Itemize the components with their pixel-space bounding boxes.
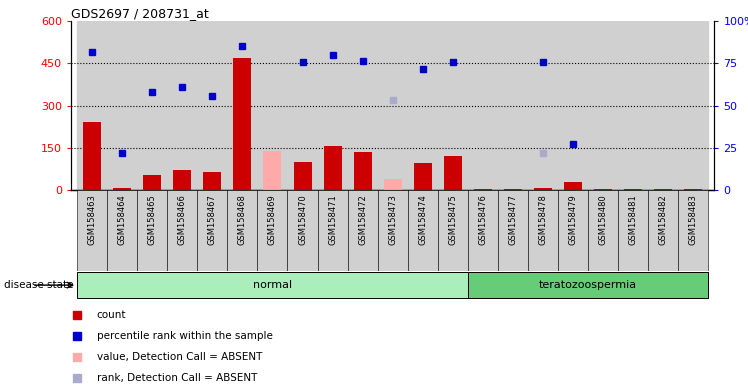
- Bar: [528, 190, 558, 271]
- Text: percentile rank within the sample: percentile rank within the sample: [96, 331, 273, 341]
- Text: rank, Detection Call = ABSENT: rank, Detection Call = ABSENT: [96, 373, 257, 383]
- Bar: [438, 190, 468, 271]
- Bar: [293, 162, 311, 190]
- Bar: [77, 272, 468, 298]
- Bar: [324, 146, 342, 190]
- Text: GSM158468: GSM158468: [238, 194, 247, 245]
- Bar: [318, 21, 348, 190]
- Bar: [354, 152, 372, 190]
- Bar: [528, 21, 558, 190]
- Bar: [468, 190, 498, 271]
- Bar: [263, 151, 281, 190]
- Bar: [257, 21, 287, 190]
- Bar: [498, 21, 528, 190]
- Bar: [678, 21, 708, 190]
- Bar: [414, 163, 432, 190]
- Bar: [378, 190, 408, 271]
- Bar: [287, 190, 318, 271]
- Bar: [468, 21, 498, 190]
- Bar: [618, 190, 649, 271]
- Bar: [444, 156, 462, 190]
- Text: GSM158480: GSM158480: [598, 194, 607, 245]
- Text: GSM158467: GSM158467: [208, 194, 217, 245]
- Text: teratozoospermia: teratozoospermia: [539, 280, 637, 290]
- Text: disease state: disease state: [4, 280, 73, 290]
- Bar: [107, 190, 137, 271]
- Bar: [174, 170, 191, 190]
- Bar: [137, 21, 168, 190]
- Bar: [227, 190, 257, 271]
- Text: GSM158478: GSM158478: [539, 194, 548, 245]
- Text: GSM158472: GSM158472: [358, 194, 367, 245]
- Bar: [378, 21, 408, 190]
- Text: GSM158477: GSM158477: [509, 194, 518, 245]
- Bar: [564, 182, 582, 190]
- Text: GSM158482: GSM158482: [659, 194, 668, 245]
- Bar: [684, 189, 702, 190]
- Bar: [227, 21, 257, 190]
- Text: value, Detection Call = ABSENT: value, Detection Call = ABSENT: [96, 352, 262, 362]
- Text: GSM158470: GSM158470: [298, 194, 307, 245]
- Bar: [257, 190, 287, 271]
- Bar: [408, 190, 438, 271]
- Bar: [594, 189, 612, 190]
- Bar: [168, 190, 197, 271]
- Bar: [504, 189, 522, 190]
- Bar: [113, 188, 131, 190]
- Text: GSM158481: GSM158481: [628, 194, 638, 245]
- Bar: [558, 190, 588, 271]
- Bar: [197, 21, 227, 190]
- Bar: [649, 21, 678, 190]
- Bar: [468, 272, 708, 298]
- Bar: [438, 21, 468, 190]
- Bar: [77, 21, 107, 190]
- Bar: [588, 190, 618, 271]
- Bar: [384, 188, 402, 190]
- Bar: [654, 189, 672, 190]
- Bar: [348, 21, 378, 190]
- Bar: [197, 190, 227, 271]
- Bar: [588, 21, 618, 190]
- Bar: [678, 190, 708, 271]
- Text: GSM158474: GSM158474: [418, 194, 427, 245]
- Bar: [498, 190, 528, 271]
- Text: GSM158463: GSM158463: [88, 194, 96, 245]
- Text: GSM158473: GSM158473: [388, 194, 397, 245]
- Text: GSM158464: GSM158464: [117, 194, 126, 245]
- Bar: [318, 190, 348, 271]
- Bar: [107, 21, 137, 190]
- Bar: [474, 189, 492, 190]
- Bar: [143, 175, 162, 190]
- Bar: [618, 21, 649, 190]
- Text: normal: normal: [253, 280, 292, 290]
- Text: GSM158479: GSM158479: [568, 194, 577, 245]
- Bar: [168, 21, 197, 190]
- Text: GSM158476: GSM158476: [479, 194, 488, 245]
- Bar: [137, 190, 168, 271]
- Text: GSM158483: GSM158483: [689, 194, 698, 245]
- Bar: [534, 188, 552, 190]
- Bar: [384, 179, 402, 190]
- Text: GDS2697 / 208731_at: GDS2697 / 208731_at: [71, 7, 209, 20]
- Text: GSM158465: GSM158465: [147, 194, 157, 245]
- Bar: [408, 21, 438, 190]
- Bar: [77, 190, 107, 271]
- Bar: [558, 21, 588, 190]
- Bar: [83, 122, 101, 190]
- Bar: [233, 58, 251, 190]
- Text: GSM158469: GSM158469: [268, 194, 277, 245]
- Bar: [624, 189, 643, 190]
- Text: GSM158475: GSM158475: [448, 194, 457, 245]
- Bar: [287, 21, 318, 190]
- Text: GSM158466: GSM158466: [178, 194, 187, 245]
- Bar: [649, 190, 678, 271]
- Text: GSM158471: GSM158471: [328, 194, 337, 245]
- Text: count: count: [96, 310, 126, 320]
- Bar: [348, 190, 378, 271]
- Bar: [263, 188, 281, 190]
- Bar: [203, 172, 221, 190]
